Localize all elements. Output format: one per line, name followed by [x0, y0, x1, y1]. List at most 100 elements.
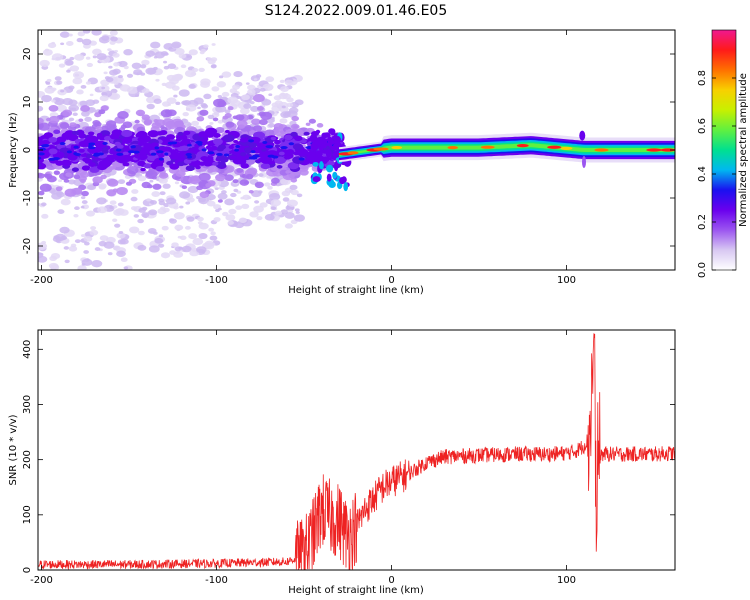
noise-blob	[186, 55, 191, 58]
noise-blob	[217, 94, 223, 98]
noise-blob	[135, 109, 146, 117]
signal-blob	[38, 162, 42, 168]
noise-blob	[134, 119, 140, 124]
noise-blob	[158, 234, 164, 238]
noise-blob	[179, 191, 191, 199]
signal-blob	[177, 131, 184, 136]
noise-blob	[117, 111, 129, 120]
noise-blob	[217, 119, 224, 124]
signal-blob	[185, 165, 195, 172]
signal-blob	[128, 150, 135, 154]
noise-blob	[155, 78, 160, 82]
signal-blob	[235, 145, 241, 149]
signal-blob	[88, 144, 93, 148]
signal-blob	[310, 142, 319, 152]
noise-blob	[123, 65, 129, 70]
noise-blob	[275, 210, 283, 216]
signal-blob	[312, 161, 319, 167]
noise-blob	[46, 78, 52, 83]
noise-blob	[253, 78, 258, 81]
signal-blob	[288, 142, 295, 146]
noise-blob	[238, 124, 245, 129]
noise-blob	[286, 102, 294, 108]
signal-blob	[276, 164, 283, 169]
noise-blob	[265, 76, 275, 83]
noise-blob	[83, 235, 93, 242]
noise-blob	[243, 103, 252, 109]
noise-blob	[53, 170, 60, 175]
signal-blob	[327, 160, 335, 166]
signal-blob	[212, 138, 223, 145]
noise-blob	[79, 171, 90, 178]
noise-blob	[212, 117, 219, 122]
snr-xtick-label: 100	[557, 575, 576, 586]
spectrogram-marks	[38, 30, 675, 270]
signal-blob	[183, 158, 192, 164]
signal-blob	[204, 130, 211, 135]
noise-blob	[80, 196, 86, 200]
noise-blob	[174, 47, 185, 55]
noise-blob	[285, 170, 291, 174]
noise-blob	[169, 218, 177, 224]
spectrogram-xtick-label: 0	[388, 275, 394, 286]
noise-blob	[57, 209, 65, 214]
noise-blob	[91, 259, 103, 268]
noise-blob	[112, 68, 121, 75]
noise-blob	[269, 192, 281, 201]
signal-blob	[315, 129, 321, 134]
signal-blob	[121, 129, 133, 138]
noise-blob	[72, 71, 85, 79]
noise-blob	[89, 229, 99, 236]
noise-blob	[64, 259, 70, 264]
snr-xtick-label: -200	[30, 575, 53, 586]
noise-blob	[51, 99, 56, 103]
noise-blob	[254, 181, 264, 189]
signal-blob	[582, 156, 586, 168]
noise-blob	[71, 107, 77, 111]
noise-blob	[206, 194, 216, 201]
signal-blob	[260, 163, 271, 170]
noise-blob	[109, 200, 117, 205]
signal-blob	[150, 152, 157, 156]
noise-blob	[110, 88, 118, 94]
noise-blob	[199, 191, 210, 198]
noise-blob	[56, 104, 67, 112]
noise-blob	[92, 176, 103, 184]
noise-blob	[68, 245, 78, 252]
noise-blob	[251, 118, 261, 126]
snr-panel: -200 -100 0 100 0 100 200 300 400 Height of stra…	[8, 329, 676, 596]
signal-blob	[48, 136, 58, 143]
signal-blob	[89, 166, 100, 173]
signal-blob	[579, 130, 586, 141]
noise-blob	[256, 106, 264, 111]
noise-blob	[258, 111, 266, 117]
noise-blob	[211, 43, 216, 46]
noise-blob	[73, 174, 81, 180]
noise-blob	[186, 216, 195, 222]
noise-blob	[131, 189, 139, 194]
signal-blob	[53, 129, 61, 135]
snr-ytick-label: 0	[22, 567, 33, 573]
signal-blob	[61, 159, 72, 167]
signal-blob	[270, 136, 277, 141]
signal-blob	[102, 141, 108, 145]
signal-blob	[325, 164, 334, 173]
noise-blob	[97, 206, 108, 214]
signal-blob	[180, 145, 189, 151]
noise-blob	[48, 262, 59, 270]
noise-blob	[259, 87, 266, 92]
noise-blob	[38, 105, 44, 112]
signal-blob	[67, 153, 78, 161]
noise-blob	[280, 92, 286, 97]
noise-blob	[171, 74, 183, 82]
snr-ylabel: SNR (10 * v/v)	[8, 414, 19, 485]
noise-blob	[188, 49, 198, 56]
signal-blob	[228, 145, 235, 149]
spectrogram-ytick-label: -20	[22, 238, 33, 254]
noise-blob	[77, 265, 87, 270]
noise-blob	[238, 217, 247, 223]
noise-blob	[107, 178, 119, 187]
signal-blob	[220, 161, 226, 165]
noise-blob	[120, 124, 127, 129]
noise-blob	[279, 79, 285, 84]
